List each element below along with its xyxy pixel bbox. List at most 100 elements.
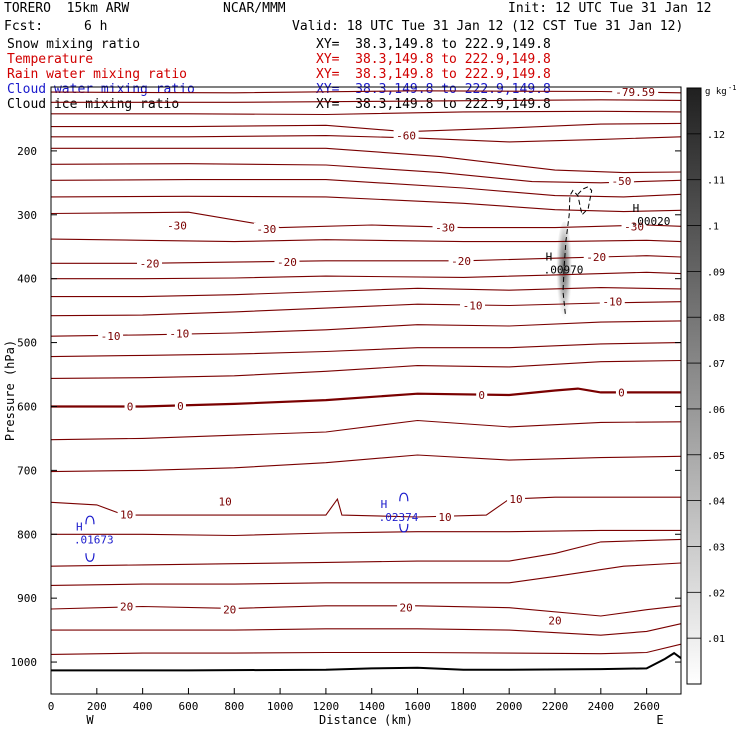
temperature-label-bg: [476, 388, 488, 401]
x-tick-label: 2600: [633, 700, 660, 713]
isotherm-line: [51, 147, 682, 174]
isotherm-line: [50, 643, 682, 655]
temperature-label: -20: [586, 251, 606, 264]
x-tick-label: 1600: [404, 700, 431, 713]
init-time: Init: 12 UTC Tue 31 Jan 12: [508, 1, 712, 16]
temperature-label-bg: [507, 493, 526, 506]
isotherm-line: [50, 179, 682, 198]
x-axis-label: Distance (km): [319, 713, 413, 727]
temperature-label-bg: [460, 299, 486, 312]
isotherm-line: [50, 605, 682, 617]
isotherm-line: [51, 387, 681, 408]
y-tick-label: 200: [17, 145, 37, 158]
temperature-label: 10: [120, 508, 133, 521]
temperature-label: -20: [451, 255, 471, 268]
temperature-label-bg: [448, 254, 474, 267]
y-tick-label: 600: [17, 400, 37, 413]
isotherm-line: [51, 99, 682, 103]
cloud-water-contour: [85, 515, 95, 525]
temperature-label: -50: [611, 175, 631, 188]
colorbar-tick-label: .02: [707, 588, 725, 599]
temperature-label: 0: [177, 400, 184, 413]
max-value-label: .01673: [74, 533, 114, 546]
temperature-label-bg: [164, 219, 190, 232]
temperature-label: -30: [167, 220, 187, 233]
temperature-label: -60: [396, 130, 416, 143]
cloud-water-contour: [399, 492, 409, 502]
temperature-label-bg: [253, 222, 279, 235]
y-tick-label: 400: [17, 273, 37, 286]
isotherm-line: [51, 110, 682, 116]
isotherm-line: [50, 195, 682, 213]
snow-contour: [562, 186, 593, 314]
y-tick-label: 800: [17, 528, 37, 541]
fcst-label: Fcst:: [4, 19, 44, 34]
colorbar-unit-exp: -1: [728, 84, 736, 92]
colorbar-tick-label: .1: [707, 222, 719, 233]
temperature-label-bg: [432, 221, 458, 234]
valid-time: Valid: 18 UTC Tue 31 Jan 12 (12 CST Tue …: [292, 19, 684, 34]
field-name-cloud-water: Cloud water mixing ratio: [7, 82, 195, 97]
temperature-label-bg: [393, 129, 419, 142]
x-tick-label: 2200: [542, 700, 569, 713]
max-h-marker: H: [546, 251, 553, 264]
isotherm-line: [51, 623, 682, 636]
temperature-label: -30: [256, 223, 276, 236]
isotherm-line: [50, 301, 682, 317]
y-tick-label: 700: [17, 464, 37, 477]
temperature-label: -10: [602, 296, 622, 309]
isotherm-line: [50, 320, 682, 337]
y-tick-label: 500: [17, 337, 37, 350]
temperature-label: -30: [624, 220, 644, 233]
field-xy-rain: XY= 38.3,149.8 to 222.9,149.8: [316, 67, 551, 82]
cloud-water-contour: [399, 523, 409, 533]
isotherm-line: [50, 90, 682, 94]
temperature-label-bg: [137, 257, 163, 270]
field-name-snow: Snow mixing ratio: [7, 37, 141, 52]
x-tick-label: 1400: [358, 700, 385, 713]
isotherm-line: [50, 538, 682, 567]
temperature-label: 0: [478, 389, 485, 402]
temperature-label: -10: [101, 330, 121, 343]
field-xy-snow: XY= 38.3,149.8 to 222.9,149.8: [316, 37, 551, 52]
colorbar-tick-label: .11: [707, 176, 725, 187]
colorbar-tick-label: .05: [707, 451, 725, 462]
colorbar-unit: g kg: [705, 87, 727, 97]
field-xy-cloud-water: XY= 38.3,149.8 to 222.9,149.8: [316, 82, 551, 97]
temperature-label: -79.59: [615, 86, 655, 99]
isotherm-line: [51, 287, 682, 298]
temperature-label-bg: [166, 327, 192, 340]
terrain-line: [51, 651, 682, 672]
temperature-label-bg: [599, 295, 625, 308]
temperature-label-bg: [583, 250, 609, 263]
isotherm-line: [51, 135, 682, 143]
x-tick-label: 2000: [496, 700, 523, 713]
isotherm-line: [50, 562, 682, 586]
isotherm-line: [51, 122, 682, 133]
field-name-rain: Rain water mixing ratio: [7, 67, 188, 82]
temperature-label: 0: [127, 400, 134, 413]
temperature-label: -30: [435, 222, 455, 235]
x-tick-label: 200: [87, 700, 107, 713]
colorbar-tick-label: .08: [707, 313, 725, 324]
isotherm-line: [50, 342, 682, 358]
model-title: TORERO 15km ARW: [4, 1, 130, 16]
x-tick-label: 1800: [450, 700, 477, 713]
isotherm-line: [50, 211, 682, 229]
temperature-label: 20: [548, 615, 561, 628]
temperature-label-bg: [612, 86, 659, 99]
x-tick-label: 2400: [588, 700, 615, 713]
temperature-label: 10: [509, 493, 522, 506]
temperature-label-bg: [117, 600, 136, 613]
y-axis-label: Pressure (hPa): [3, 340, 17, 441]
isotherm-line: [50, 496, 681, 518]
temperature-label-bg: [98, 330, 124, 343]
temperature-label-bg: [117, 508, 136, 521]
colorbar-tick-label: .03: [707, 542, 725, 553]
temperature-label-bg: [274, 256, 300, 269]
field-name-cloud-ice: Cloud ice mixing ratio: [7, 97, 180, 112]
temperature-label: 20: [399, 602, 412, 615]
y-tick-label: 900: [17, 592, 37, 605]
temperature-label-bg: [220, 603, 239, 616]
